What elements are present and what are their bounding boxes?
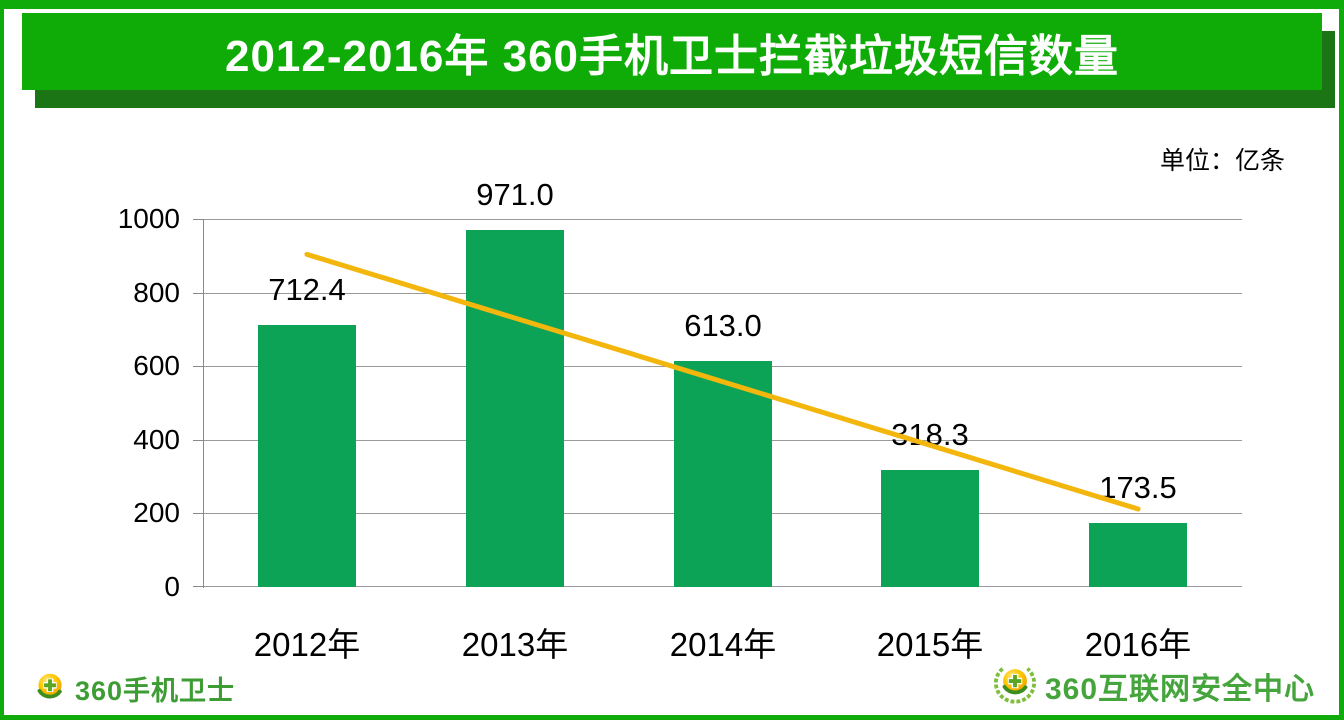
360-security-center-wreath-icon: [994, 662, 1036, 709]
value-label-2013年: 971.0: [476, 177, 554, 212]
bar-2015年: [881, 470, 979, 587]
y-tick-label-600: 600: [133, 350, 180, 382]
y-tick-label-400: 400: [133, 423, 180, 455]
mobile-guard-logo-text: 360手机卫士: [75, 676, 236, 706]
y-axis-tick-200: [193, 513, 203, 514]
y-axis-line: [203, 219, 204, 588]
bar-2013年: [466, 230, 564, 587]
y-axis-tick-800: [193, 293, 203, 294]
title-banner: 2012-2016年 360手机卫士拦截垃圾短信数量: [22, 13, 1322, 90]
x-tick-label-2012年: 2012年: [253, 626, 361, 663]
frame-border-bottom: [0, 715, 1344, 720]
y-axis-tick-400: [193, 440, 203, 441]
x-tick-label-2013年: 2013年: [461, 626, 569, 663]
plot-area: 712.4 971.0 613.0 318.3 173.5: [193, 177, 1242, 588]
y-tick-label-800: 800: [133, 276, 180, 308]
security-center-logo: 360互联网安全中心: [994, 662, 1315, 709]
frame-border-right: [1339, 0, 1344, 720]
bar-2014年: [674, 361, 772, 587]
unit-note: 单位：亿条: [1159, 147, 1285, 175]
360-mobile-guard-ball-icon: [36, 672, 64, 705]
y-axis-tick-1000: [193, 219, 203, 220]
y-axis-tick-600: [193, 366, 203, 367]
frame-border-top: [0, 0, 1344, 9]
y-tick-label-0: 0: [164, 571, 180, 602]
frame-border-left: [0, 0, 4, 720]
value-label-2014年: 613.0: [684, 308, 762, 343]
y-tick-label-1000: 1000: [117, 203, 180, 234]
bar-2012年: [258, 325, 356, 587]
chart-title: 2012-2016年 360手机卫士拦截垃圾短信数量: [224, 31, 1120, 81]
y-axis-tick-0: [193, 586, 203, 587]
x-tick-label-2015年: 2015年: [876, 626, 984, 663]
security-center-logo-text: 360互联网安全中心: [1045, 672, 1316, 706]
mobile-guard-logo: 360手机卫士: [36, 669, 235, 708]
gridline-800: [203, 293, 1242, 294]
bar-2016年: [1089, 523, 1187, 587]
trend-line: [304, 251, 1141, 512]
y-tick-label-200: 200: [133, 497, 180, 529]
gridline-1000: [203, 219, 1242, 220]
x-tick-label-2014年: 2014年: [669, 626, 777, 663]
value-label-2012年: 712.4: [268, 272, 346, 307]
x-tick-label-2016年: 2016年: [1084, 626, 1192, 663]
